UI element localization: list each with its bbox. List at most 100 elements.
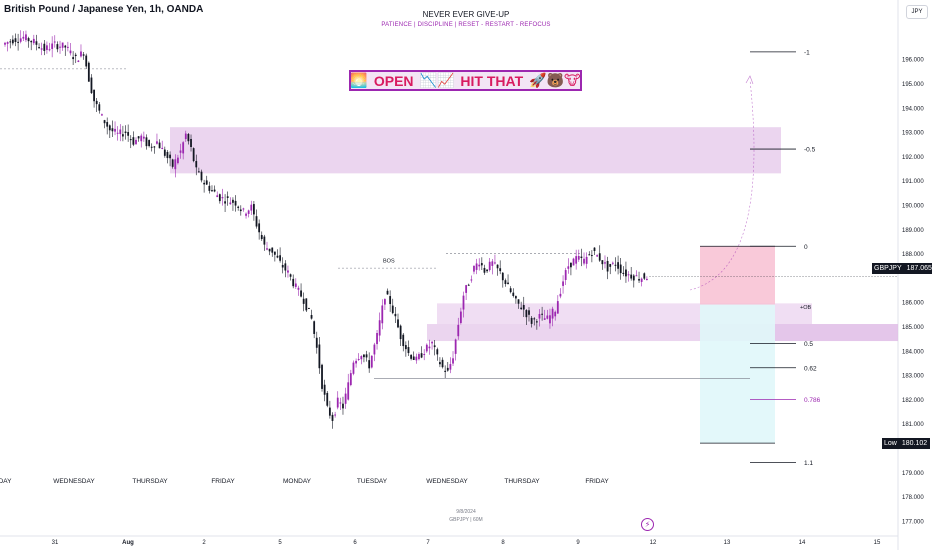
candle-body [334, 414, 337, 416]
y-tick-label: 179.000 [902, 471, 924, 477]
candle-body [352, 362, 355, 374]
candle-body [182, 142, 185, 154]
candle-body [436, 349, 439, 355]
candle-body [169, 154, 171, 159]
candle-body [567, 266, 570, 269]
candle-body [462, 295, 465, 310]
candle-body [397, 319, 399, 328]
candle-body [161, 147, 164, 149]
lightning-icon[interactable]: ⚡ [641, 518, 654, 531]
candle-body [625, 269, 627, 277]
candle-body [501, 272, 504, 281]
candle-body [598, 253, 601, 261]
candle-body [187, 134, 190, 142]
candle-body [218, 194, 221, 202]
fib-label: 1.1 [804, 460, 813, 467]
candle-body [294, 283, 297, 287]
hit-that-text: HIT THAT [460, 72, 524, 89]
candle-body [163, 149, 166, 156]
x-date-label: 2 [202, 540, 206, 546]
candle-body [174, 159, 177, 170]
candle-body [627, 274, 630, 276]
candle-body [399, 325, 402, 340]
x-date-label: 14 [799, 540, 806, 546]
candle-body [365, 354, 368, 358]
candle-body [404, 345, 407, 350]
annotation-ob: +OB [800, 305, 811, 311]
candle-body [517, 299, 520, 304]
candle-body [315, 337, 318, 348]
candle-body [467, 284, 470, 286]
x-day-label: WEDNESDAY [53, 478, 95, 485]
candle-body [56, 44, 59, 50]
candle-body [446, 367, 449, 371]
x-date-label: 6 [353, 540, 357, 546]
candle-body [281, 264, 284, 268]
candle-body [556, 301, 559, 314]
projection-arrow [745, 75, 754, 85]
candle-body [373, 344, 376, 355]
candle-body [224, 201, 226, 204]
candle-body [271, 247, 274, 253]
candle-body [245, 213, 247, 216]
x-day-label: FRIDAY [211, 478, 235, 485]
candle-body [158, 142, 161, 149]
candle-body [635, 275, 638, 277]
candle-body [491, 261, 494, 266]
price-axis-bg [898, 0, 932, 550]
candle-body [276, 255, 279, 258]
candle-body [486, 269, 488, 272]
candle-body [200, 171, 203, 181]
candle-body [253, 204, 255, 215]
candle-body [93, 89, 95, 102]
candle-body [386, 290, 389, 295]
candle-body [407, 347, 410, 354]
candle-body [150, 146, 153, 148]
candle-body [533, 318, 536, 320]
candle-body [606, 260, 609, 272]
candle-body [326, 392, 329, 406]
x-date-label: 13 [724, 540, 731, 546]
x-date-label: 7 [426, 540, 430, 546]
candle-body [475, 263, 478, 270]
fib-label: 0 [804, 244, 808, 251]
candle-body [528, 310, 530, 315]
projection-path [689, 79, 755, 291]
symbol-label: GBPJPY [874, 265, 902, 272]
candle-body [355, 360, 357, 364]
current-price-value: 187.065 [903, 263, 932, 274]
candle-body [242, 208, 245, 210]
candle-body [279, 255, 281, 261]
candle-body [114, 128, 116, 132]
candle-body [192, 148, 195, 161]
candle-body [370, 355, 373, 368]
candle-body [289, 274, 292, 277]
candle-body [127, 132, 130, 136]
x-day-label: WEDNESDAY [426, 478, 468, 485]
candle-body [609, 264, 612, 267]
sunrise-emoji: 🌅 [350, 72, 368, 88]
candle-body [177, 157, 179, 164]
currency-badge[interactable]: JPY [906, 5, 928, 19]
candle-body [457, 324, 460, 337]
candle-body [148, 140, 150, 147]
candle-body [520, 307, 523, 310]
candle-body [622, 272, 625, 274]
candle-body [14, 38, 17, 43]
candle-body [40, 48, 43, 50]
candle-body [72, 57, 75, 60]
candle-body [95, 100, 98, 105]
candle-body [205, 180, 208, 185]
y-tick-label: 194.000 [902, 106, 924, 112]
candle-body [137, 136, 140, 139]
candle-body [263, 236, 266, 245]
y-tick-label: 192.000 [902, 155, 924, 161]
candle-body [640, 278, 643, 282]
candle-body [336, 397, 339, 408]
candle-body [509, 288, 512, 293]
x-date-label: 31 [52, 540, 59, 546]
candle-body [6, 42, 9, 44]
candle-body [470, 279, 473, 281]
candle-body [19, 38, 22, 42]
